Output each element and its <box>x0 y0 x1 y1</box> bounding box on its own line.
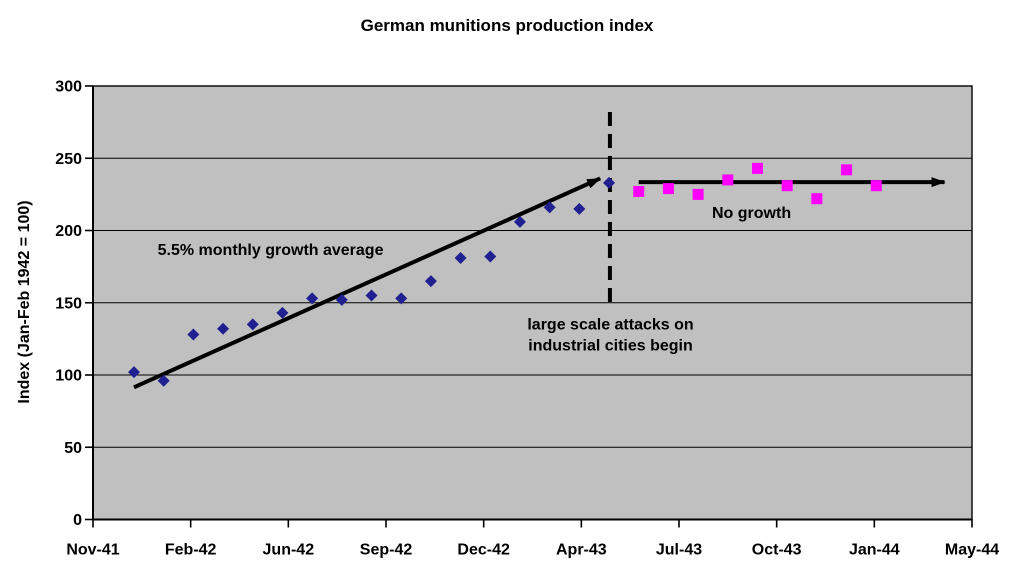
attacks-label-line1: large scale attacks on <box>527 316 693 333</box>
data-point-growth-diamond <box>454 251 467 264</box>
x-tick-label: Oct-43 <box>752 542 802 559</box>
y-tick-label: 100 <box>55 368 82 385</box>
x-tick-label: Jun-42 <box>263 542 315 559</box>
x-tick-label: Jan-44 <box>849 542 900 559</box>
data-point-nogrowth-square <box>811 193 823 205</box>
y-axis-title: Index (Jan-Feb 1942 = 100) <box>16 200 33 404</box>
growth-label: 5.5% monthly growth average <box>158 242 384 259</box>
x-tick-label: May-44 <box>945 542 999 559</box>
growth-trend-arrow <box>133 176 602 390</box>
x-tick-label: Apr-43 <box>556 542 607 559</box>
data-point-nogrowth-square <box>633 185 645 197</box>
data-point-growth-diamond <box>217 322 230 335</box>
data-point-growth-diamond <box>424 275 437 288</box>
y-tick-label: 300 <box>55 79 82 96</box>
x-tick-label: Jul-43 <box>656 542 702 559</box>
attacks-label-line2: industrial cities begin <box>528 337 692 354</box>
data-point-nogrowth-square <box>662 183 674 195</box>
no-growth-label: No growth <box>712 205 791 222</box>
data-point-nogrowth-square <box>722 174 734 186</box>
data-point-growth-diamond <box>128 366 140 379</box>
data-point-growth-diamond <box>335 293 348 306</box>
data-point-growth-diamond <box>365 289 378 302</box>
data-point-growth-diamond <box>306 292 319 305</box>
data-point-growth-diamond <box>395 292 408 305</box>
y-tick-label: 50 <box>64 440 82 457</box>
y-tick-label: 0 <box>73 512 82 529</box>
y-tick-label: 200 <box>55 223 82 240</box>
y-tick-label: 250 <box>55 151 82 168</box>
data-point-nogrowth-square <box>751 162 763 174</box>
data-point-growth-diamond <box>573 202 586 215</box>
y-tick-label: 150 <box>55 295 82 312</box>
data-point-nogrowth-square <box>781 180 793 192</box>
data-point-growth-diamond <box>484 250 497 263</box>
chart-title: German munitions production index <box>360 16 654 35</box>
data-point-growth-diamond <box>157 374 170 387</box>
data-point-nogrowth-square <box>841 164 853 176</box>
data-point-nogrowth-square <box>870 180 882 192</box>
data-point-growth-diamond <box>187 328 200 341</box>
data-point-growth-diamond <box>513 215 526 228</box>
x-tick-label: Sep-42 <box>360 542 413 559</box>
data-point-growth-diamond <box>246 318 259 331</box>
x-tick-label: Dec-42 <box>457 542 510 559</box>
data-point-growth-diamond <box>603 176 616 189</box>
data-point-nogrowth-square <box>692 188 704 200</box>
data-point-growth-diamond <box>543 201 556 214</box>
x-tick-label: Nov-41 <box>66 542 119 559</box>
x-tick-label: Feb-42 <box>165 542 217 559</box>
data-point-growth-diamond <box>276 306 289 319</box>
